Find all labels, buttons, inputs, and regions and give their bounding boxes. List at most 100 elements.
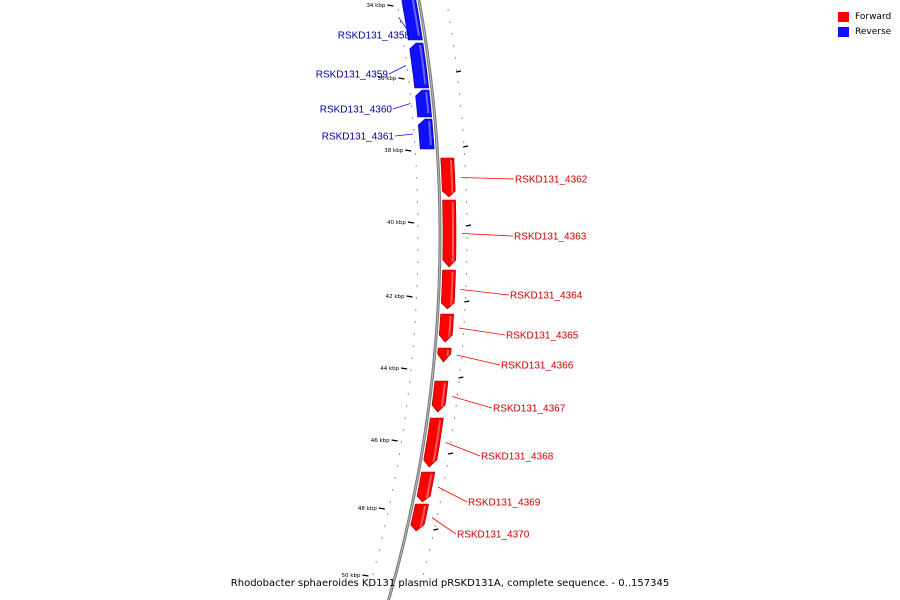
gene-layer: RSKD131_4358 RSKD131_4359 RSKD131_4360 RSKD… [316,0,588,541]
gene-arrow [438,313,455,343]
minor-tick [462,129,464,131]
gene-label[interactable]: RSKD131_4370 [457,530,530,541]
gene-leader-line [394,133,414,137]
gene-highlight [448,315,452,338]
gene-highlight [419,505,427,528]
outer-tick-mark [464,300,470,303]
gene-arrow [401,0,423,41]
gene-arrow [417,118,435,150]
minor-tick [392,489,394,491]
minor-tick [452,429,454,431]
minor-tick [406,69,409,71]
minor-tick [369,585,371,587]
minor-tick [394,477,396,479]
tick-mark [401,367,408,370]
minor-tick [416,189,418,191]
gene-leader-line [460,177,515,180]
minor-tick [408,81,410,83]
minor-tick [381,537,383,539]
minor-tick [372,573,374,575]
gene-highlight [450,271,454,306]
tick-label: 38 kbp [384,148,403,154]
minor-tick [415,165,417,167]
minor-tick [403,45,405,47]
minor-tick [413,129,415,131]
minor-tick [412,345,414,347]
minor-tick [411,357,413,359]
minor-tick [412,117,414,119]
minor-tick [456,393,459,395]
minor-tick [419,585,422,587]
gene-label[interactable]: RSKD131_4358 [338,31,411,42]
tick-mark [391,439,398,442]
gene-label[interactable]: RSKD131_4366 [501,361,574,372]
minor-tick [463,141,465,143]
minor-tick [458,381,460,383]
gene-label[interactable]: RSKD131_4365 [506,331,579,342]
minor-tick [414,141,416,143]
tick-mark [387,4,394,7]
gene-label[interactable]: RSKD131_4367 [493,404,566,415]
minor-tick [414,321,416,323]
minor-tick [464,165,466,167]
gene-label[interactable]: RSKD131_4359 [316,70,389,81]
minor-tick [423,573,425,575]
legend-forward: Forward [838,9,891,24]
minor-tick [446,465,448,467]
gene-leader-line [445,442,481,457]
gene-highlight [425,91,430,114]
minor-tick [405,57,407,59]
minor-tick [387,513,389,515]
outer-tick-mark [462,145,469,148]
minor-tick [456,69,458,71]
minor-tick [396,465,398,467]
minor-tick [417,213,419,215]
gene-label[interactable]: RSKD131_4364 [510,291,583,302]
tick-label: 40 kbp [387,220,406,226]
reverse-swatch [838,26,849,37]
tick-mark [378,507,385,510]
tick-label: 36 kbp [378,76,397,82]
gene-arrow [440,157,456,198]
tick-label: 50 kbp [342,573,361,579]
minor-tick [417,237,419,239]
tick-layer: 34 kbp 36 kbp 38 kbp 40 kbp 42 kbp 44 kbp 46 k… [342,3,472,587]
minor-tick [397,9,399,11]
minor-tick [451,33,453,35]
minor-tick [465,285,467,287]
minor-tick [458,93,461,95]
gene-leader-line [452,396,493,409]
tick-label: 44 kbp [380,366,399,372]
gene-leader-line [460,289,510,296]
gene-arrow [410,503,429,532]
gene-label[interactable]: RSKD131_4368 [481,452,554,463]
minor-tick [434,525,436,527]
outer-tick-mark [458,376,464,379]
minor-tick [460,357,462,359]
gene-arrow [440,269,456,310]
minor-tick [431,537,434,539]
gene-highlight [411,0,420,37]
minor-tick [410,369,412,371]
gene-arrow [437,347,452,363]
gene-label[interactable]: RSKD131_4362 [515,175,588,186]
gene-arrow [442,199,457,268]
gene-arrow [423,417,444,468]
gene-highlight [425,473,433,499]
tick-label: 48 kbp [358,506,377,512]
minor-tick [426,561,428,563]
minor-tick [463,321,465,323]
tick-mark [407,221,415,224]
gene-label[interactable]: RSKD131_4369 [468,498,541,509]
minor-tick [455,405,457,407]
tick-label: 34 kbp [366,3,385,9]
gene-label[interactable]: RSKD131_4360 [320,105,393,116]
minor-tick [460,105,462,107]
backbone-highlight [387,0,441,600]
gene-label[interactable]: RSKD131_4363 [514,232,587,243]
outer-tick-mark [447,452,454,455]
minor-tick [462,333,464,335]
minor-tick [464,297,467,299]
gene-label[interactable]: RSKD131_4361 [322,132,395,143]
